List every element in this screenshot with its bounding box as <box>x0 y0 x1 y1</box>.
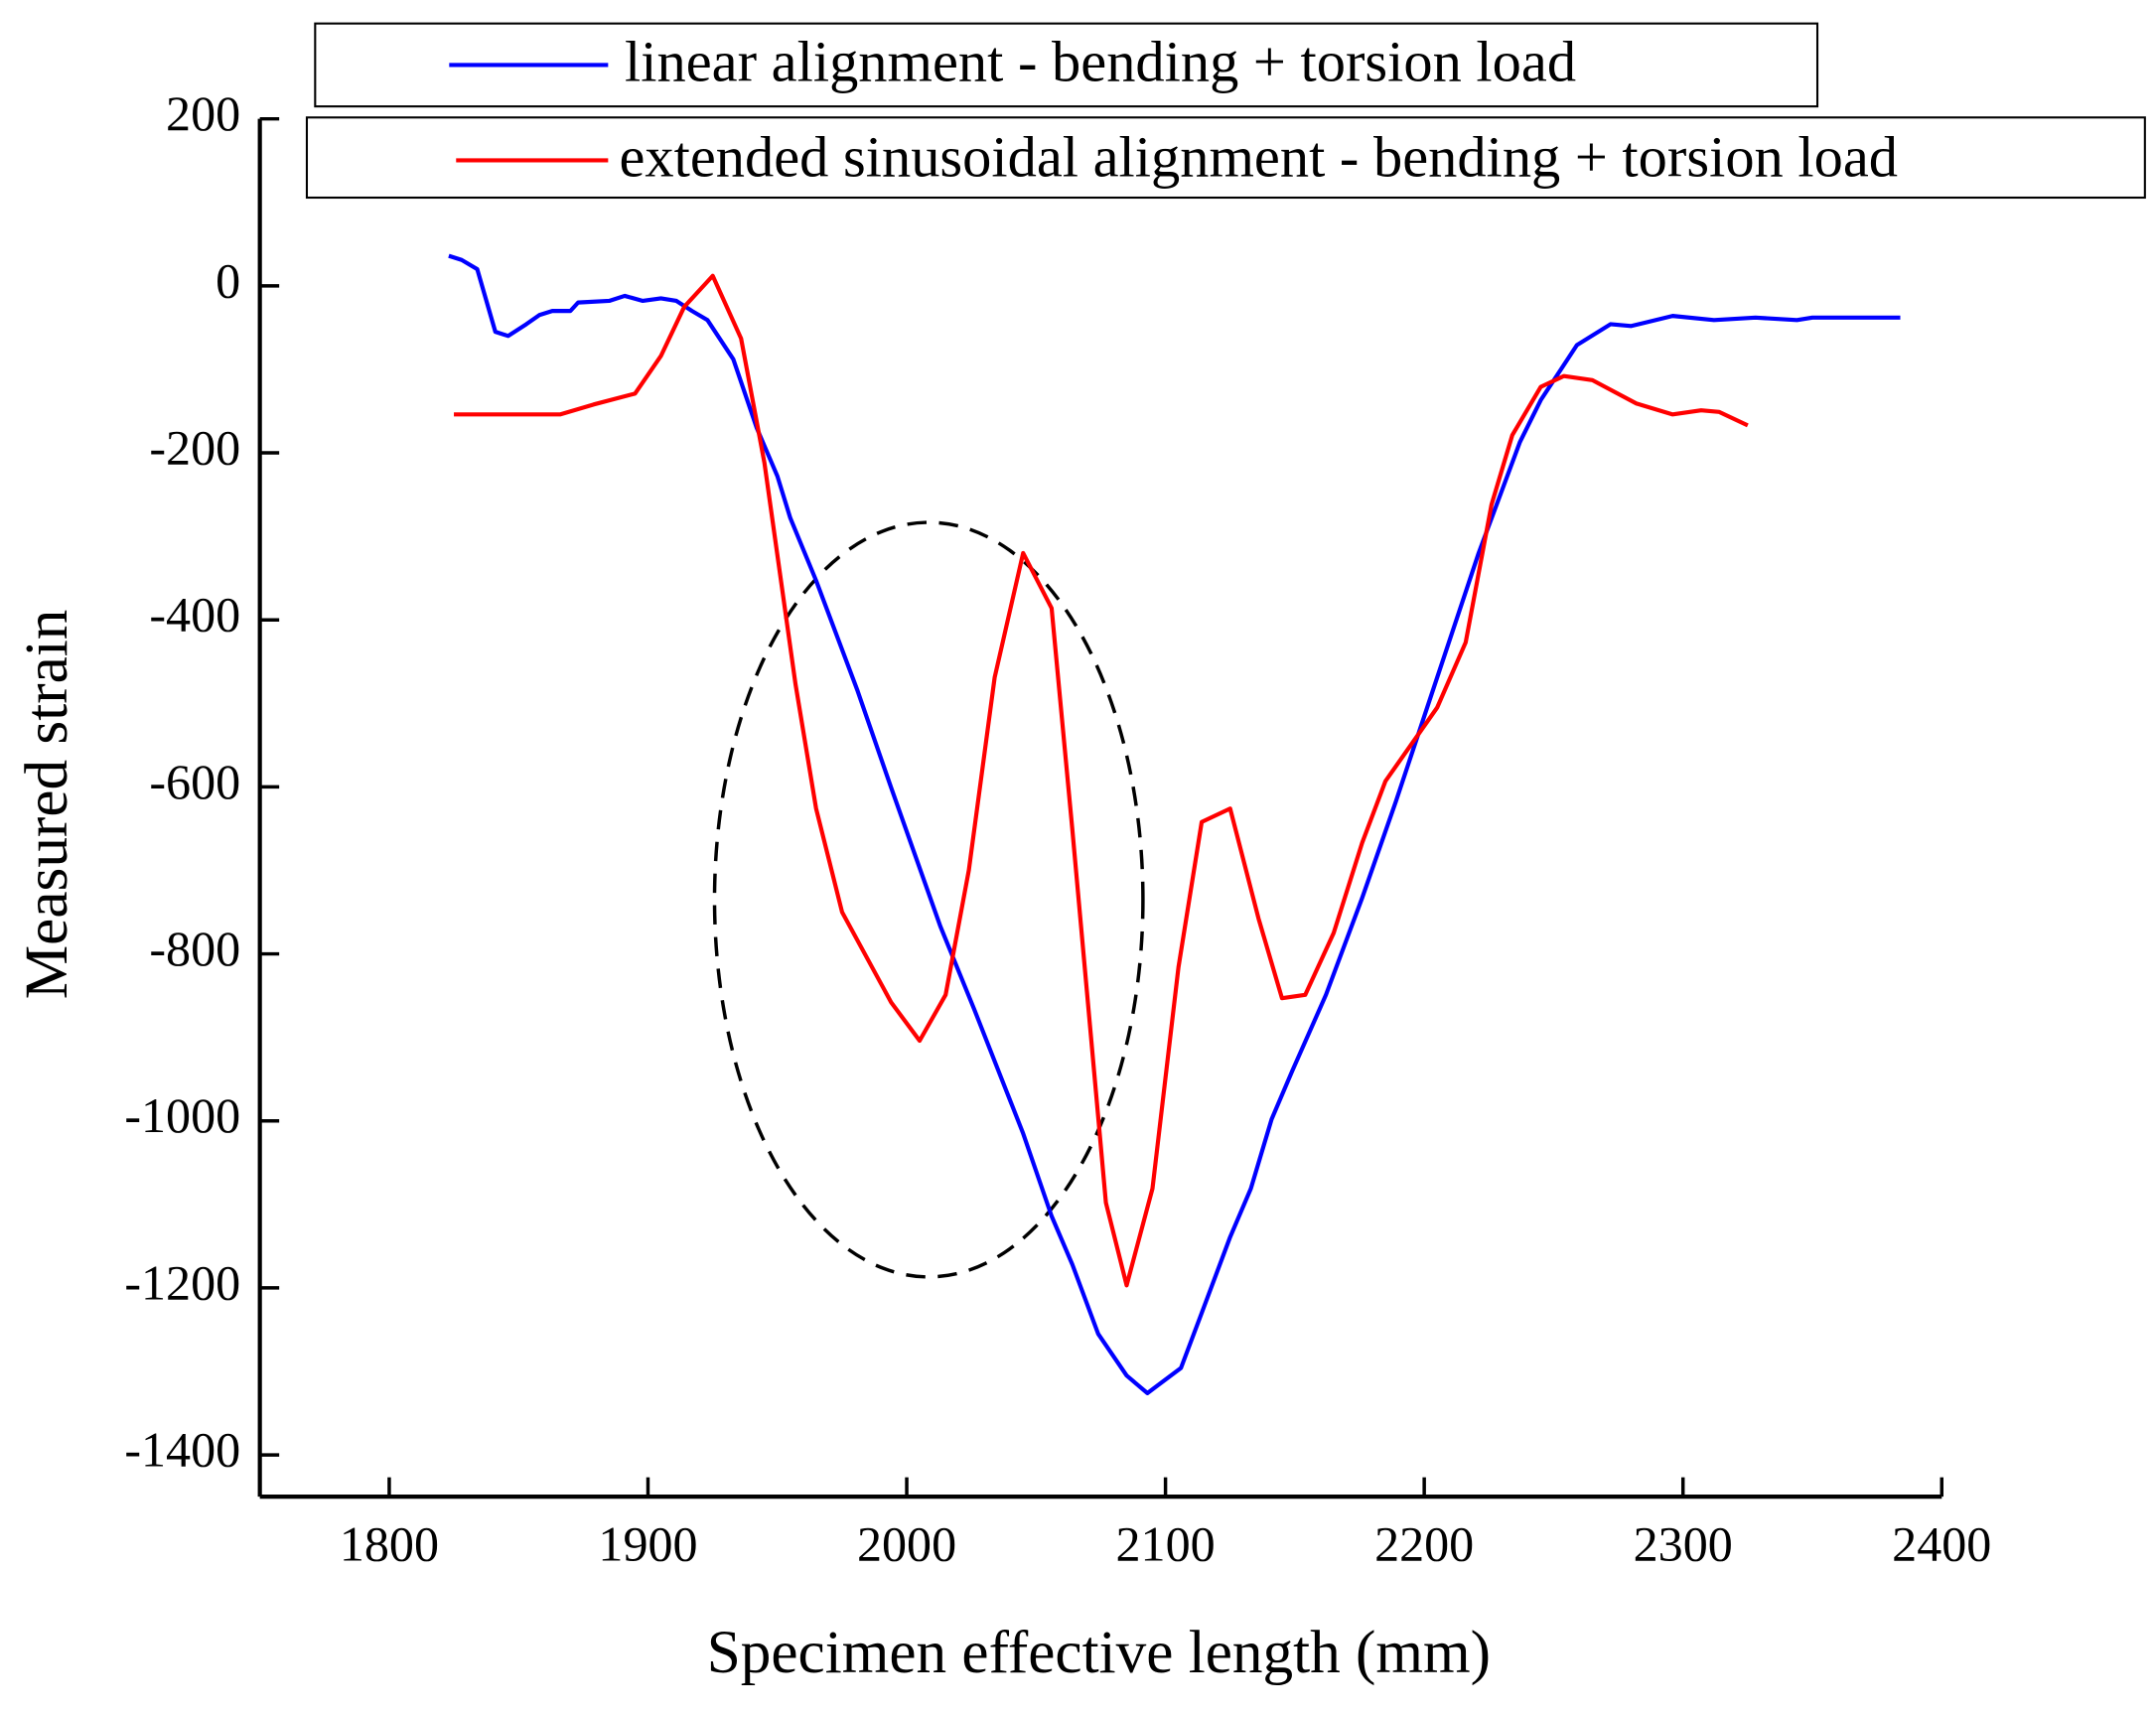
legend-box <box>305 116 2146 200</box>
y-tick-label: -400 <box>149 587 240 643</box>
y-axis-title: Measured strain <box>13 610 80 1000</box>
y-tick-label: -800 <box>149 921 240 976</box>
y-tick-label: -600 <box>149 754 240 809</box>
y-tick-label: -1000 <box>124 1087 240 1143</box>
y-tick-label: -1400 <box>124 1422 240 1478</box>
x-tick-label: 1900 <box>598 1516 697 1572</box>
x-axis-title: Specimen effective length (mm) <box>707 1619 1491 1686</box>
highlight-ellipse <box>712 520 1145 1279</box>
y-tick-label: -1200 <box>124 1254 240 1310</box>
x-tick-label: 1800 <box>340 1516 439 1572</box>
legend-label: linear alignment - bending + torsion loa… <box>625 30 1576 94</box>
data-line <box>454 273 1749 1288</box>
data-line <box>448 253 1901 1395</box>
x-tick-label: 2300 <box>1634 1516 1733 1572</box>
y-tick-label: 200 <box>166 85 240 141</box>
legend-box <box>314 22 1819 108</box>
legend-label: extended sinusoidal alignment - bending … <box>619 125 1898 190</box>
x-tick-label: 2000 <box>857 1516 956 1572</box>
y-tick-label: -200 <box>149 420 240 476</box>
x-tick-label: 2400 <box>1892 1516 1991 1572</box>
y-tick-label: 0 <box>216 252 240 308</box>
x-tick-label: 2100 <box>1116 1516 1216 1572</box>
x-tick-label: 2200 <box>1374 1516 1474 1572</box>
